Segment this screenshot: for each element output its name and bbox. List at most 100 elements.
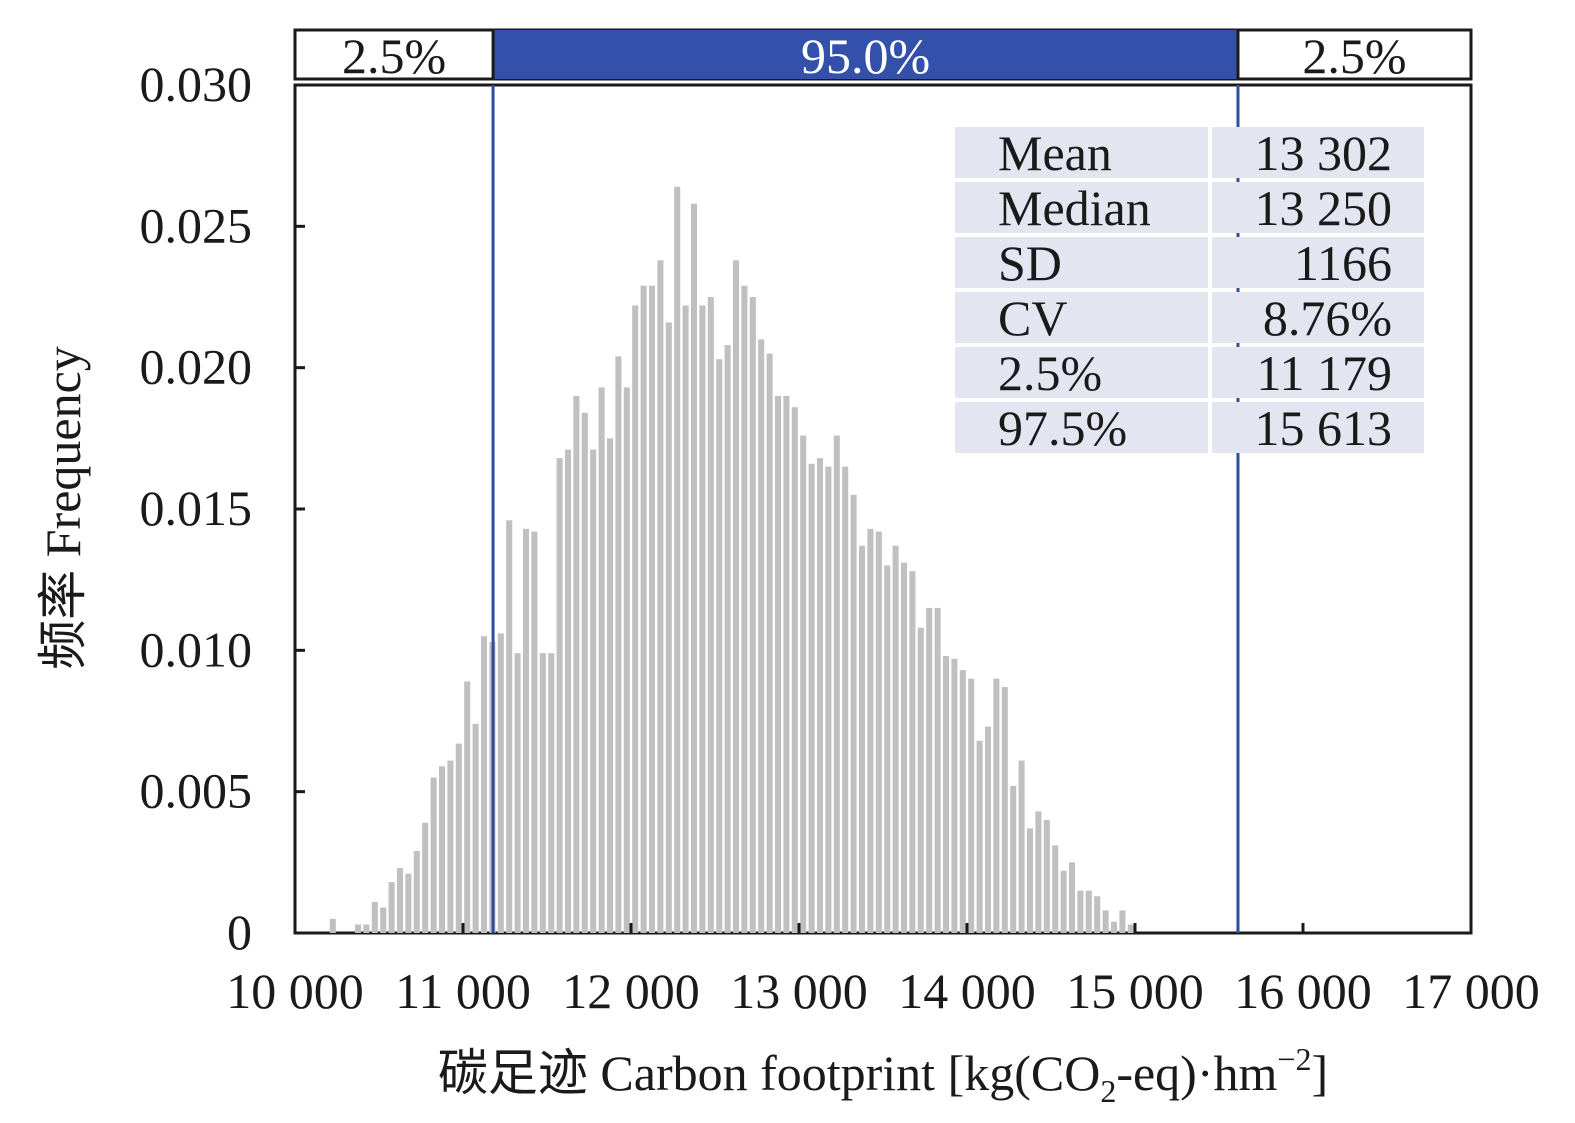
stats-cell-value-bg [1212,182,1424,233]
x-tick-label: 17 000 [1402,963,1540,1019]
histogram-bar [1068,862,1076,933]
band-middle-fill [493,30,1238,79]
histogram-bar [724,345,731,933]
band-label-lower: 2.5% [342,28,446,84]
histogram-bar [1077,890,1084,933]
stats-name: 97.5% [998,400,1127,456]
histogram-bar [800,435,807,933]
stats-value: 1166 [1294,235,1392,291]
histogram-bar [464,681,471,933]
histogram-bar [396,867,404,933]
histogram-bar [497,633,504,933]
histogram-bar [766,353,773,933]
stats-cell-name-bg [955,127,1208,178]
histogram-bar [422,822,429,933]
histogram-bar [1035,811,1042,933]
histogram-bar [1119,910,1126,933]
histogram-bar [657,260,664,933]
x-tick-label: 16 000 [1234,963,1372,1019]
histogram-bar [522,528,530,933]
histogram-bar [1018,760,1025,933]
band-label-middle: 95.0% [801,28,930,84]
band-label-upper: 2.5% [1302,28,1406,84]
histogram-bar [791,407,798,933]
stats-cell-value-bg [1212,127,1424,178]
histogram-bar [674,186,681,933]
histogram-bar [732,260,740,933]
histogram-bar [900,562,908,933]
histogram-bar [514,653,521,933]
histogram-bar [816,458,824,933]
histogram-bar [548,653,555,933]
histogram-bar [875,531,882,933]
histogram-bar [564,449,572,933]
y-tick-label: 0.030 [140,56,253,112]
histogram-bar [405,873,412,933]
histogram-bar [884,565,891,933]
histogram-bar [808,463,815,933]
histogram-bar [783,395,790,933]
histogram-bar [623,387,630,933]
histogram-bar [1102,910,1109,933]
histogram-bar [707,297,714,933]
histogram-bar [363,924,370,933]
x-tick-label: 12 000 [562,963,700,1019]
stats-name: CV [998,290,1067,346]
stats-cell-name-bg [955,292,1208,343]
histogram-bar [842,466,849,933]
histogram-bar [606,438,614,933]
histogram-bar [951,658,958,933]
x-tick-label: 15 000 [1066,963,1204,1019]
histogram-bar [1060,870,1067,933]
histogram-bar [640,285,647,933]
x-tick-label: 13 000 [730,963,868,1019]
histogram-bar [480,636,488,933]
histogram-bar [598,387,605,933]
histogram-bar [413,851,420,933]
histogram-bar [850,494,857,933]
histogram-bar [455,743,462,933]
stats-value: 8.76% [1263,290,1392,346]
histogram-bar [581,412,588,933]
histogram-bar [472,723,479,933]
histogram-bar [1110,921,1118,933]
histogram-bar [892,545,899,933]
y-axis-title: 频率 Frequency [35,346,91,670]
y-tick-label: 0 [227,904,252,960]
histogram-bar [917,627,924,933]
stats-cell-name-bg [955,237,1208,288]
histogram-bar [825,466,832,933]
histogram-bar [506,520,513,933]
histogram-bar [329,918,336,933]
probability-band: 2.5% 95.0% 2.5% [293,28,1473,84]
histogram-bar [867,528,874,933]
histogram-bar [833,435,840,933]
stats-cell-name-bg [955,402,1208,453]
stats-value: 13 250 [1255,180,1393,236]
histogram-bar [690,203,698,934]
x-axis-title: 碳足迹 Carbon footprint [kg(CO2-eq)·hm−2] [438,1041,1328,1109]
histogram-bar [438,766,446,933]
y-tick-label: 0.005 [140,763,253,819]
histogram-bar [968,678,975,933]
x-tick-label: 10 000 [226,963,364,1019]
stats-value: 11 179 [1256,345,1392,401]
histogram-bars [329,186,1134,934]
histogram-bar [1085,890,1092,933]
y-tick-label: 0.020 [140,339,253,395]
x-tick-label: 11 000 [395,963,531,1019]
histogram-bar [858,545,866,933]
x-axis-title-main: 碳足迹 Carbon footprint [kg(CO [438,1045,1100,1101]
stats-name: SD [998,235,1062,291]
histogram-bar [615,356,622,933]
histogram-bar [774,395,782,933]
histogram-bar [984,726,992,933]
histogram-bar [909,571,916,933]
stats-value: 13 302 [1255,125,1393,181]
histogram-bar [716,359,723,933]
histogram-bar [749,297,756,933]
x-axis-title-mid: -eq)·hm [1116,1045,1277,1101]
stats-cell-name-bg [955,347,1208,398]
histogram-bar [590,449,597,933]
